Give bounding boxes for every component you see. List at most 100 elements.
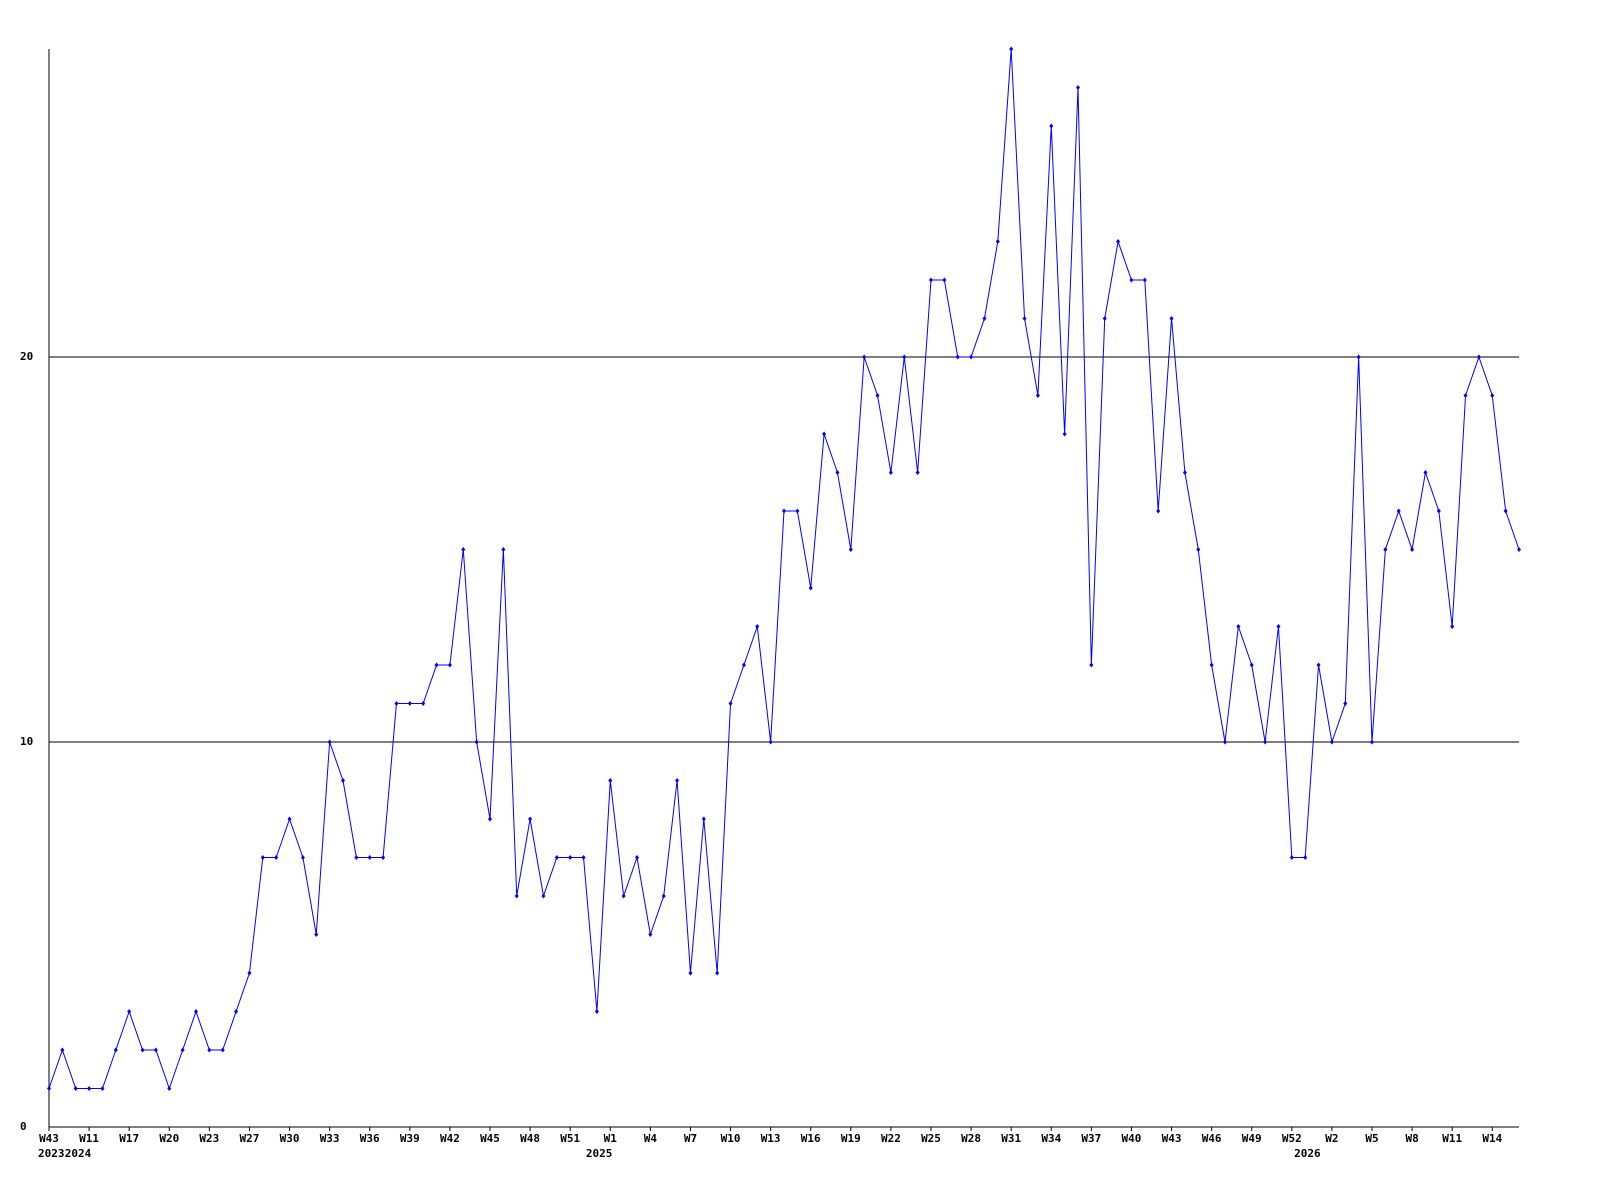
x-tick-label: W52 [1282, 1132, 1302, 1145]
x-tick-label: W43 [1162, 1132, 1182, 1145]
x-tick-label: W42 [440, 1132, 460, 1145]
x-tick-label: W48 [520, 1132, 540, 1145]
marker [929, 277, 933, 283]
year-label: 2023 [38, 1147, 65, 1160]
x-tick-label: W19 [841, 1132, 861, 1145]
x-tick-label: W7 [684, 1132, 697, 1145]
marker [194, 1009, 198, 1014]
x-tick-label: W10 [721, 1132, 741, 1145]
marker [955, 354, 960, 360]
marker [113, 1047, 118, 1053]
year-label: 2026 [1294, 1147, 1321, 1160]
marker [755, 624, 760, 629]
x-tick-label: W40 [1122, 1132, 1142, 1145]
x-tick-label: W5 [1365, 1132, 1378, 1145]
marker [808, 585, 813, 591]
x-tick-label: W17 [119, 1132, 139, 1145]
marker [528, 816, 533, 822]
marker [608, 778, 613, 783]
year-label: 2025 [586, 1147, 613, 1160]
marker [1490, 393, 1495, 398]
marker [434, 662, 439, 668]
marker [1076, 85, 1080, 90]
marker [341, 778, 345, 783]
marker [782, 508, 786, 514]
marker [447, 662, 452, 668]
marker [220, 1047, 225, 1053]
marker [1383, 547, 1388, 552]
x-tick-label: W14 [1482, 1132, 1502, 1145]
marker [207, 1047, 212, 1053]
marker [327, 739, 332, 745]
x-tick-label: W49 [1242, 1132, 1262, 1145]
marker [541, 893, 546, 899]
marker [367, 855, 372, 860]
marker [701, 816, 706, 822]
x-tick-label: W22 [881, 1132, 901, 1145]
marker [1356, 354, 1361, 360]
marker [875, 393, 880, 398]
y-tick-label: 20 [20, 350, 33, 363]
x-tick-label: W25 [921, 1132, 941, 1145]
marker [1169, 316, 1174, 321]
marker [1396, 508, 1401, 514]
marker [822, 431, 827, 437]
marker [1289, 855, 1294, 860]
marker [167, 1086, 172, 1091]
x-tick-label: W4 [644, 1132, 658, 1145]
x-tick-label: W2 [1325, 1132, 1338, 1145]
x-tick-label: W11 [79, 1132, 99, 1145]
marker [234, 1009, 239, 1014]
x-tick-label: W36 [360, 1132, 380, 1145]
marker [848, 547, 853, 552]
marker [982, 316, 987, 321]
marker [1343, 701, 1348, 706]
x-tick-label: W16 [801, 1132, 821, 1145]
marker [1089, 662, 1094, 668]
marker [354, 855, 359, 860]
marker [381, 855, 386, 860]
marker [274, 855, 279, 860]
marker [153, 1047, 158, 1053]
marker [715, 970, 720, 976]
marker [1236, 624, 1241, 629]
x-tick-label: W8 [1405, 1132, 1418, 1145]
x-tick-label: W11 [1442, 1132, 1462, 1145]
marker [1142, 277, 1147, 283]
year-label: 2024 [65, 1147, 92, 1160]
marker [73, 1086, 78, 1091]
marker [100, 1086, 105, 1091]
marker [394, 701, 399, 706]
marker [835, 470, 840, 475]
y-tick-label: 10 [20, 735, 33, 748]
marker [1035, 393, 1040, 398]
marker [488, 816, 492, 822]
marker [1436, 508, 1441, 514]
marker [180, 1047, 185, 1053]
marker [87, 1086, 92, 1091]
x-tick-label: W51 [560, 1132, 580, 1145]
marker [461, 547, 466, 552]
x-tick-label: W13 [761, 1132, 781, 1145]
marker [287, 816, 292, 822]
x-tick-label: W30 [280, 1132, 300, 1145]
marker [1410, 547, 1415, 552]
marker [127, 1009, 132, 1014]
marker [47, 1086, 51, 1091]
marker [514, 893, 519, 899]
marker [942, 277, 947, 283]
marker [568, 855, 573, 860]
x-tick-label: W28 [961, 1132, 981, 1145]
marker [728, 701, 733, 706]
marker [1062, 431, 1067, 437]
marker [1156, 508, 1161, 514]
marker [421, 701, 426, 706]
y-tick-label: 0 [20, 1120, 27, 1133]
marker [314, 932, 319, 937]
marker [1276, 624, 1281, 629]
marker [795, 508, 800, 514]
x-tick-label: W34 [1041, 1132, 1061, 1145]
marker [1303, 855, 1308, 860]
marker [1450, 624, 1455, 629]
